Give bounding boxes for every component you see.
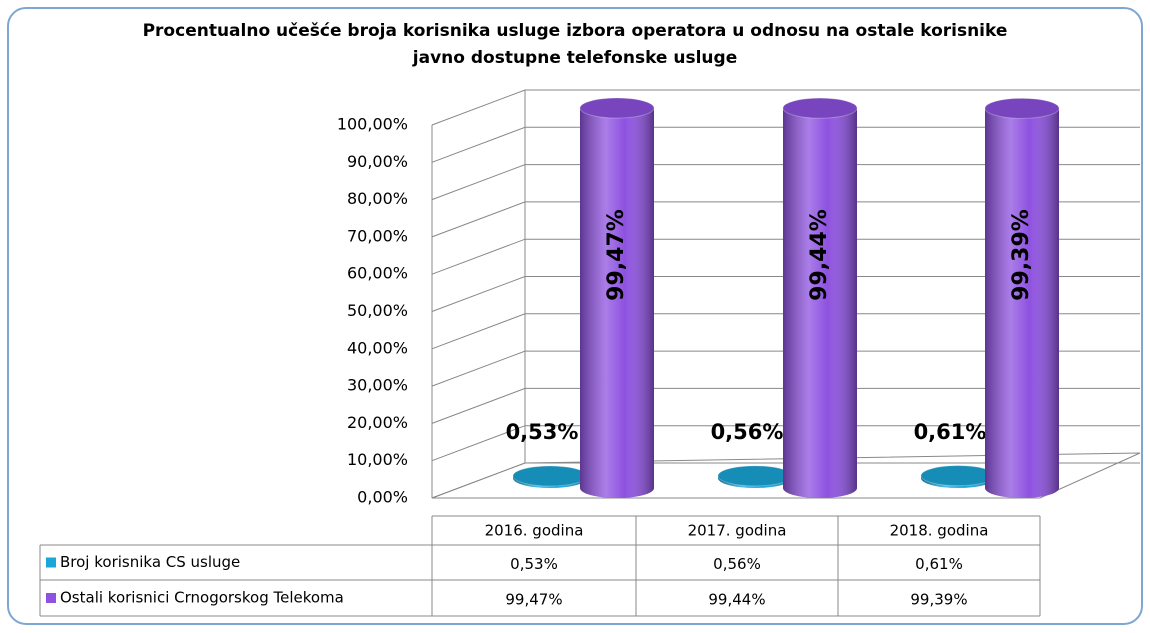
table-cell: 99,44% (708, 591, 765, 609)
cylinder-top (579, 97, 655, 119)
table-cell: 0,53% (510, 555, 558, 573)
cylinder (782, 97, 858, 499)
y-tick-label: 50,00% (347, 301, 408, 320)
cylinder-top-shade (580, 98, 654, 119)
cylinder-top-shade (513, 465, 587, 486)
cylinder-top (782, 97, 858, 119)
table-cell: 0,56% (713, 555, 761, 573)
cylinder-shade (580, 108, 654, 498)
cylinder-shade (985, 108, 1059, 498)
value-label: 99,44% (807, 209, 832, 301)
cylinder-top (984, 97, 1060, 119)
x-tick-label: 2016. godina (485, 522, 584, 540)
y-tick-label: 10,00% (347, 450, 408, 469)
table-grid (39, 515, 1041, 617)
legend-label: Broj korisnika CS usluge (60, 553, 240, 571)
value-label: 99,39% (1009, 209, 1034, 301)
y-tick-label: 100,00% (337, 115, 408, 134)
legend-swatch (46, 557, 56, 568)
cylinder (512, 465, 588, 488)
y-tick-label: 0,00% (357, 488, 408, 507)
cylinder-top-shade (718, 465, 792, 486)
y-tick-label: 60,00% (347, 264, 408, 283)
value-label: 0,61% (914, 420, 987, 444)
legend-swatch (46, 593, 56, 603)
y-tick-label: 70,00% (347, 226, 408, 245)
x-tick-label: 2017. godina (688, 522, 787, 540)
cylinder-top-shade (985, 98, 1059, 119)
table-cell: 99,39% (910, 591, 967, 609)
value-label: 0,53% (506, 420, 579, 444)
cylinder-top-shade (783, 98, 857, 119)
table-cell: 99,47% (505, 591, 562, 609)
y-tick-label: 30,00% (347, 376, 408, 395)
value-label: 0,56% (711, 420, 784, 444)
x-tick-label: 2018. godina (890, 522, 989, 540)
y-tick-label: 20,00% (347, 413, 408, 432)
table-cell: 0,61% (915, 555, 963, 573)
cylinder (920, 465, 996, 488)
value-label: 99,47% (604, 209, 629, 301)
cylinder (984, 97, 1060, 498)
chart-subtitle: javno dostupne telefonske usluge (412, 48, 737, 68)
y-tick-label: 40,00% (347, 338, 408, 357)
cylinder (579, 97, 655, 498)
y-tick-label: 80,00% (347, 189, 408, 208)
legend-label: Ostali korisnici Crnogorskog Telekoma (60, 589, 344, 607)
chart-title: Procentualno učešće broja korisnika uslu… (143, 21, 1008, 41)
cylinder (717, 465, 793, 488)
cylinder-top-shade (921, 465, 995, 486)
y-tick-label: 90,00% (347, 152, 408, 171)
cylinder-shade (783, 108, 857, 499)
